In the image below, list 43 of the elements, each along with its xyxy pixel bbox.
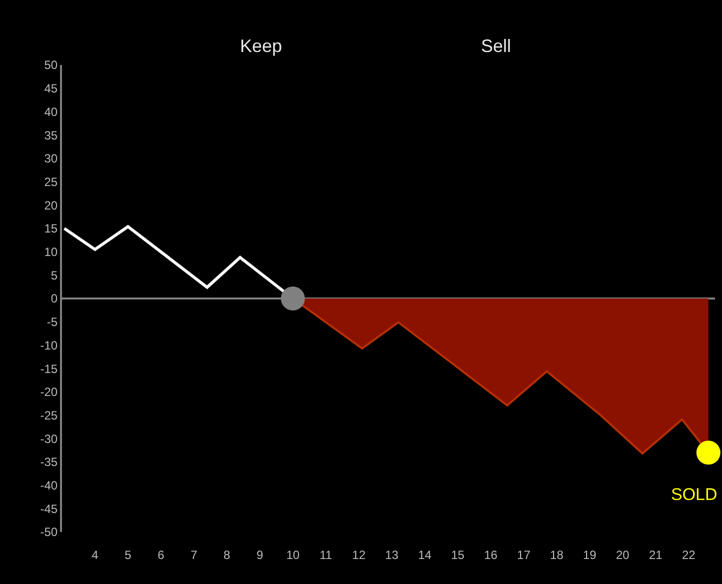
y-tick-label: -40 — [40, 478, 58, 492]
x-tick-label: 9 — [256, 548, 264, 562]
y-tick-label: -20 — [40, 385, 58, 400]
y-tick-label: -30 — [40, 432, 58, 446]
x-tick-label: 14 — [418, 548, 432, 562]
y-tick-label: 25 — [44, 174, 58, 189]
x-tick-label: 8 — [224, 548, 231, 562]
y-tick-label: -45 — [40, 502, 58, 516]
x-tick-label: 7 — [190, 548, 198, 562]
text: Keep — [240, 36, 282, 56]
y-tick-label: 5 — [50, 268, 58, 282]
y-tick-label: -25 — [40, 408, 58, 422]
x-tick-label: 21 — [648, 548, 663, 562]
y-tick-label: 15 — [44, 222, 58, 236]
x-tick-label: 15 — [451, 548, 465, 562]
x-tick-label: 22 — [682, 548, 696, 562]
y-tick-label: 20 — [44, 198, 58, 212]
x-tick-label: 5 — [124, 548, 132, 562]
y-tick-label: 45 — [44, 82, 58, 96]
text: Sell — [481, 36, 512, 56]
x-tick-label: 19 — [583, 548, 597, 562]
y-tick-label: -5 — [46, 315, 58, 330]
x-tick-label: 18 — [550, 548, 564, 562]
x-tick-label: 17 — [517, 548, 531, 562]
y-tick-label: 50 — [44, 58, 58, 72]
x-tick-label: 6 — [158, 548, 165, 562]
x-tick-label: 16 — [484, 548, 498, 562]
y-tick-label: 35 — [44, 128, 58, 142]
y-tick-label: 40 — [44, 104, 58, 119]
x-tick-label: 4 — [92, 548, 99, 562]
y-tick-label: -50 — [40, 525, 58, 540]
x-tick-label: 13 — [385, 548, 399, 562]
x-tick-label: 10 — [286, 548, 300, 562]
y-tick-label: 30 — [44, 152, 58, 166]
y-tick-label: 10 — [44, 245, 58, 259]
y-tick-label: 0 — [50, 292, 58, 306]
y-tick-label: -15 — [40, 362, 58, 376]
x-tick-label: 11 — [320, 548, 332, 562]
y-tick-label: -10 — [40, 338, 58, 352]
y-tick-label: -35 — [40, 455, 58, 470]
x-tick-label: 20 — [616, 548, 630, 562]
annotation: SOLD — [671, 485, 718, 504]
x-tick-label: 12 — [352, 548, 366, 562]
